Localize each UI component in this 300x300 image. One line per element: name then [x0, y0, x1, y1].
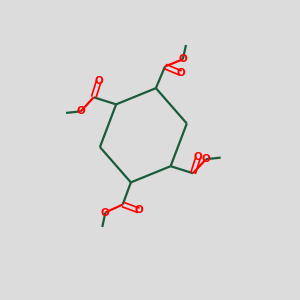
- Text: O: O: [101, 208, 110, 218]
- Text: O: O: [202, 154, 210, 164]
- Text: O: O: [94, 76, 103, 86]
- Text: O: O: [176, 68, 185, 78]
- Text: O: O: [178, 54, 187, 64]
- Text: O: O: [194, 152, 203, 162]
- Text: O: O: [134, 206, 143, 215]
- Text: O: O: [76, 106, 85, 116]
